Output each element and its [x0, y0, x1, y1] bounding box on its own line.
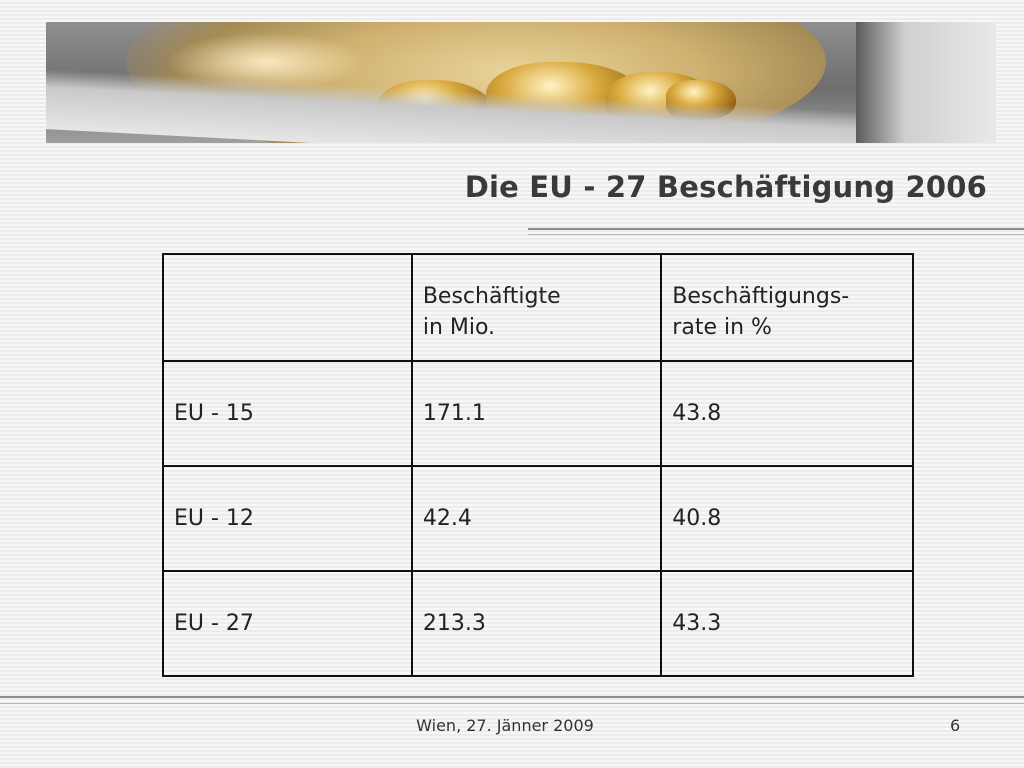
header-rate-line2: rate in % [672, 315, 772, 340]
table-header-row: Beschäftigte in Mio. Beschäftigungs- rat… [162, 253, 914, 362]
header-employed-line2: in Mio. [422, 315, 496, 340]
cell-employed: 42.4 [410, 465, 663, 572]
table-row: EU - 15 171.1 43.8 [162, 360, 914, 467]
cell-employed: 213.3 [410, 570, 663, 677]
employment-table: Beschäftigte in Mio. Beschäftigungs- rat… [162, 253, 914, 677]
banner-box [856, 22, 996, 143]
title-divider [528, 228, 1024, 235]
header-cell-employed: Beschäftigte in Mio. [410, 253, 663, 362]
cell-rate: 40.8 [660, 465, 914, 572]
header-banner-image [46, 22, 996, 143]
cell-region: EU - 15 [162, 360, 413, 467]
footer-location-date: Wien, 27. Jänner 2009 [416, 716, 594, 735]
cell-region: EU - 12 [162, 465, 413, 572]
cell-employed: 171.1 [410, 360, 663, 467]
slide-title: Die EU - 27 Beschäftigung 2006 [464, 170, 987, 204]
cell-rate: 43.3 [660, 570, 914, 677]
header-cell-rate: Beschäftigungs- rate in % [660, 253, 914, 362]
header-employed-line1: Beschäftigte [422, 284, 561, 309]
cell-rate: 43.8 [660, 360, 914, 467]
footer-divider [0, 696, 1024, 704]
header-cell-empty [162, 253, 413, 362]
cell-region: EU - 27 [162, 570, 413, 677]
header-rate-line1: Beschäftigungs- [672, 284, 850, 309]
table-row: EU - 12 42.4 40.8 [162, 465, 914, 572]
page-number: 6 [950, 716, 961, 735]
table-row: EU - 27 213.3 43.3 [162, 570, 914, 677]
